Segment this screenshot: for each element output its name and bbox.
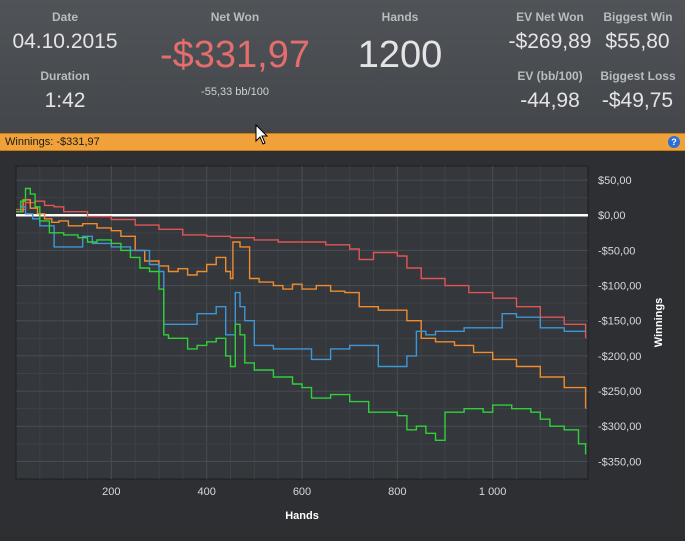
ev-bb100-value: -44,98 (520, 89, 580, 112)
duration-label: Duration (40, 69, 90, 83)
help-icon[interactable]: ? (668, 136, 680, 148)
net-won-bb100: -55,33 bb/100 (201, 86, 269, 98)
winnings-chart: $50,00 $0,00 -$50,00 -$100,00 -$150,00 -$200,… (0, 151, 685, 536)
x-axis-label: Hands (285, 510, 319, 522)
y-axis-label: Winnings (653, 298, 665, 347)
biggest-loss-label: Biggest Loss (600, 69, 676, 83)
duration-value: 1:42 (44, 89, 86, 112)
axes: $50,00 $0,00 -$50,00 -$100,00 -$150,00 -$200,… (102, 175, 665, 522)
mouse-cursor-icon (255, 124, 269, 145)
x-tick-label: 200 (102, 486, 120, 498)
y-tick-label: $0,00 (598, 210, 626, 222)
y-tick-label: $50,00 (598, 175, 632, 187)
biggest-loss-value: -$49,75 (601, 89, 674, 112)
y-tick-label: -$100,00 (598, 281, 641, 293)
date-value: 04.10.2015 (12, 30, 118, 53)
ev-net-won-label: EV Net Won (516, 10, 584, 24)
series-line-red (16, 200, 587, 339)
series-line-orange (16, 199, 587, 409)
winnings-chart-svg: $50,00 $0,00 -$50,00 -$100,00 -$150,00 -$200,… (15, 165, 665, 522)
stats-panel: Date 04.10.2015 Duration 1:42 Net Won -$… (0, 0, 685, 133)
y-tick-label: -$150,00 (598, 316, 641, 328)
hands-value: 1200 (357, 34, 443, 76)
x-tick-label: 800 (388, 486, 406, 498)
x-tick-label: 1 000 (479, 486, 507, 498)
date-label: Date (51, 10, 78, 24)
y-tick-label: -$300,00 (598, 421, 641, 433)
y-tick-label: -$200,00 (598, 351, 641, 363)
winnings-bar: Winnings: -$331,97 ? (0, 133, 685, 151)
ev-net-won-value: -$269,89 (508, 30, 592, 53)
y-tick-label: -$250,00 (598, 386, 641, 398)
net-won-value: -$331,97 (159, 34, 310, 76)
y-tick-label: -$50,00 (598, 245, 635, 257)
net-won-label: Net Won (210, 10, 260, 24)
hands-label: Hands (381, 10, 419, 24)
y-tick-label: -$350,00 (598, 456, 641, 468)
winnings-bar-label: Winnings: -$331,97 (5, 136, 100, 148)
biggest-win-value: $55,80 (605, 30, 670, 53)
x-tick-label: 400 (197, 486, 215, 498)
series-line-green (16, 187, 587, 455)
series-group (16, 187, 588, 455)
ev-bb100-label: EV (bb/100) (517, 69, 583, 83)
biggest-win-label: Biggest Win (603, 10, 673, 24)
x-tick-label: 600 (293, 486, 311, 498)
